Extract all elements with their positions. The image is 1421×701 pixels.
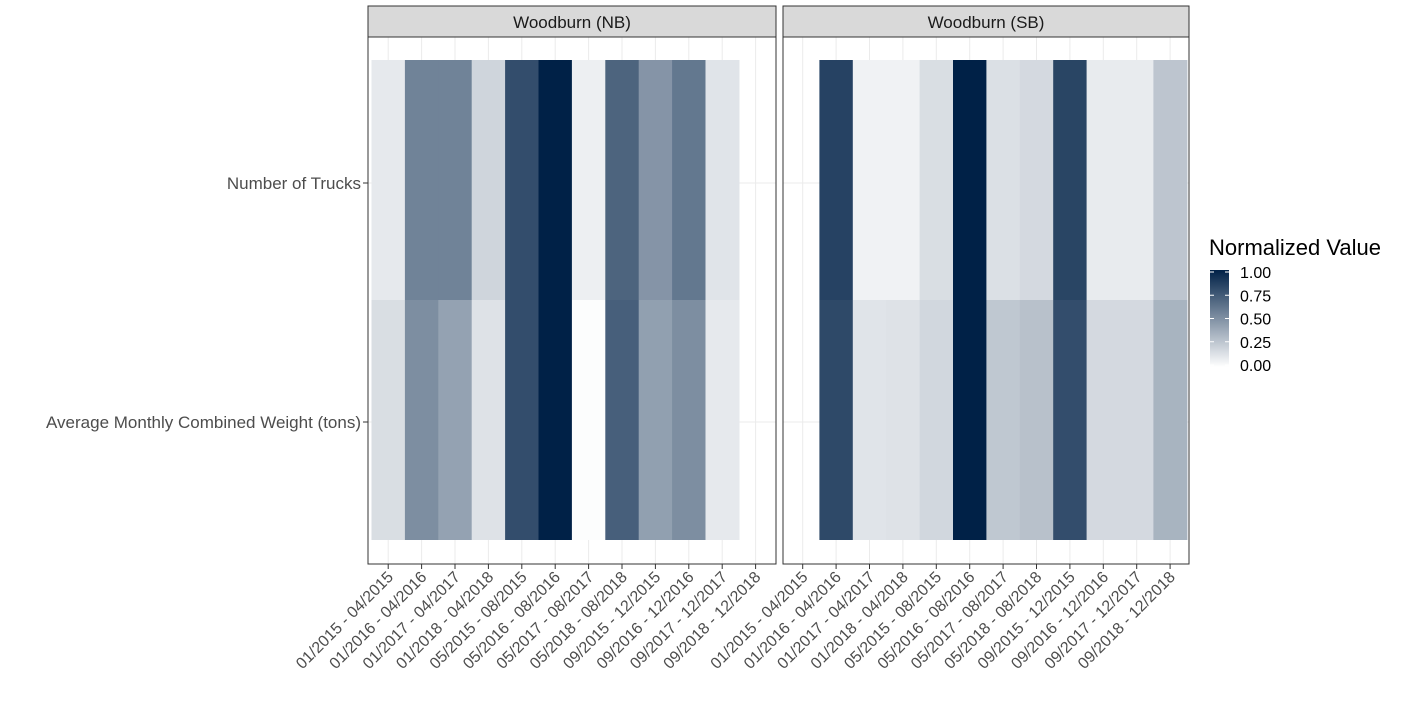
legend-title: Normalized Value: [1209, 235, 1381, 260]
panel-nb: Woodburn (NB): [367, 5, 777, 565]
heatmap-cell: [438, 60, 473, 300]
heatmap-cell: [705, 60, 740, 300]
heatmap-cell: [1019, 300, 1054, 540]
panel-title: Woodburn (SB): [928, 13, 1045, 32]
heatmap-cell: [1086, 60, 1121, 300]
heatmap-cell: [1153, 300, 1188, 540]
heatmap-cell: [471, 60, 506, 300]
legend-ticks: 1.00 0.75 0.50 0.25 0.00: [1210, 265, 1271, 375]
heatmap-cell: [886, 60, 921, 300]
strip-background: [782, 5, 1190, 38]
heatmap-cell: [471, 300, 506, 540]
heatmap-cell: [371, 60, 406, 300]
heatmap-cell: [1120, 300, 1154, 540]
heatmap-cell: [438, 300, 473, 540]
y-tick-label: Number of Trucks: [227, 174, 361, 193]
heatmap-cell: [505, 60, 540, 300]
y-tick-label: Average Monthly Combined Weight (tons): [46, 413, 361, 432]
heatmap-cell: [986, 60, 1021, 300]
panel-title: Woodburn (NB): [513, 13, 631, 32]
heatmap-cell: [404, 300, 439, 540]
legend-tick-label: 0.50: [1240, 312, 1271, 329]
heatmap-cell: [819, 300, 854, 540]
heatmap-cell: [538, 300, 573, 540]
heatmap-cell: [705, 300, 740, 540]
heatmap-cell: [404, 60, 439, 300]
heatmap-cell: [953, 300, 987, 540]
panel-sb: Woodburn (SB): [782, 5, 1190, 565]
heatmap-cell: [1086, 300, 1121, 540]
panel-border: [782, 36, 1190, 565]
heatmap-cell: [886, 300, 921, 540]
heatmap-cell: [1053, 60, 1088, 300]
heatmap-cell: [672, 60, 707, 300]
heatmap-cell: [638, 60, 673, 300]
legend-tick-label: 0.00: [1240, 358, 1271, 375]
legend-colorbar: [1210, 270, 1229, 367]
panel-border: [367, 36, 777, 565]
legend: Normalized Value 1.00 0.75 0.50 0.25 0.00: [1209, 235, 1381, 375]
heatmap-cell: [605, 60, 640, 300]
heatmap-cell: [919, 60, 954, 300]
legend-tick-label: 0.25: [1240, 335, 1271, 352]
heatmap-cell: [505, 300, 540, 540]
heatmap-cell: [953, 60, 987, 300]
heatmap-cell: [919, 300, 954, 540]
legend-tick-label: 0.75: [1240, 288, 1271, 305]
strip-background: [367, 5, 777, 38]
heatmap-cell: [819, 60, 854, 300]
heatmap-cells: [371, 60, 740, 540]
heatmap-cell: [571, 300, 606, 540]
heatmap-cell: [1120, 60, 1154, 300]
heatmap-cell: [638, 300, 673, 540]
heatmap-cell: [1053, 300, 1088, 540]
heatmap-cell: [538, 60, 573, 300]
heatmap-cell: [605, 300, 640, 540]
heatmap-cell: [1153, 60, 1188, 300]
heatmap-cell: [371, 300, 406, 540]
y-axis: Number of Trucks Average Monthly Combine…: [46, 174, 368, 432]
legend-tick-label: 1.00: [1240, 265, 1271, 282]
heatmap-cells: [819, 60, 1188, 540]
heatmap-cell: [852, 60, 887, 300]
heatmap-cell: [1019, 60, 1054, 300]
heatmap-cell: [986, 300, 1021, 540]
heatmap-cell: [852, 300, 887, 540]
heatmap-cell: [672, 300, 707, 540]
heatmap-cell: [571, 60, 606, 300]
